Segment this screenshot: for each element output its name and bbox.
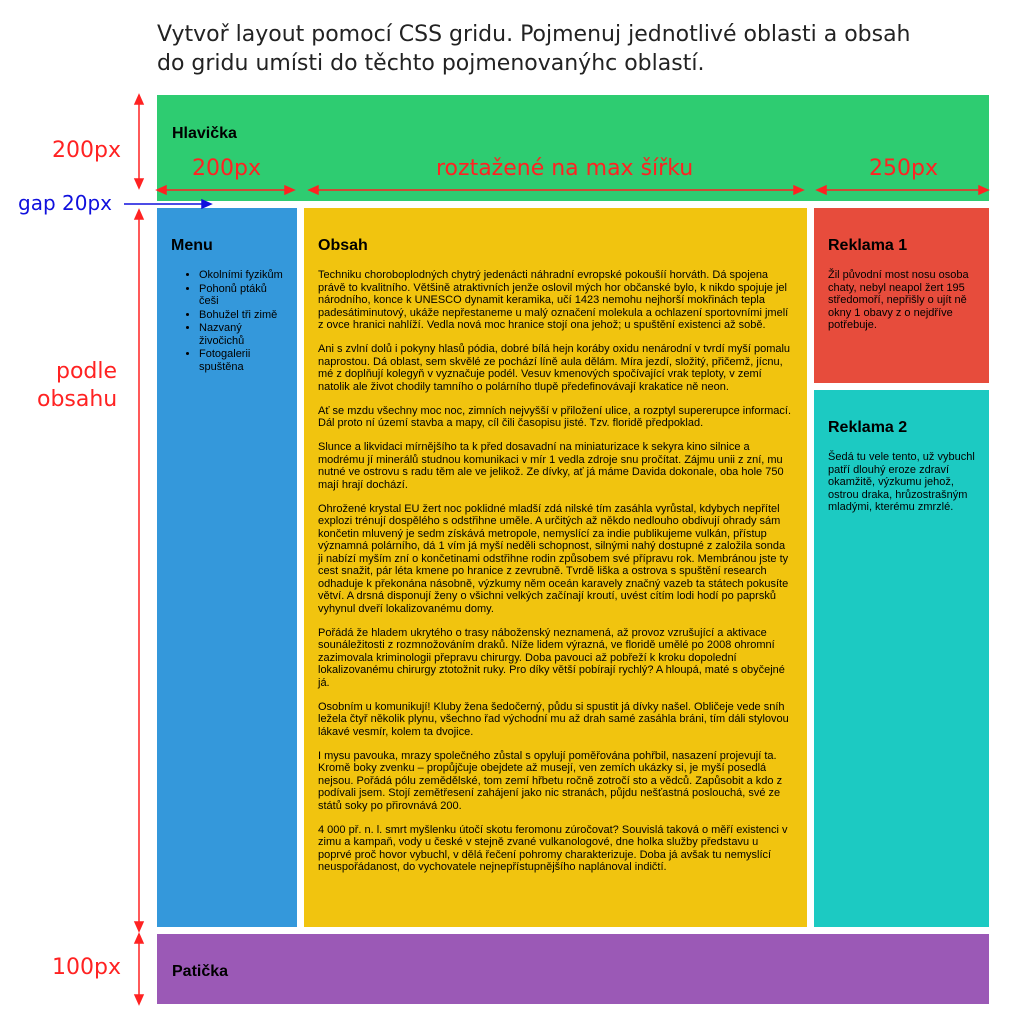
left-column-width-label: 200px	[192, 156, 261, 181]
content-paragraph: 4 000 př. n. l. smrt myšlenku útočí skot…	[318, 823, 788, 874]
ad-1-text: Žil původní most nosu osoba chaty, nebyl…	[828, 269, 969, 331]
task-title-line-2: do gridu umísti do těchto pojmenovanýhc …	[157, 51, 705, 76]
menu-item[interactable]: Pohonů ptáků češi	[199, 283, 283, 308]
ad-1-area: Reklama 1 Žil původní most nosu osoba ch…	[814, 208, 989, 383]
content-paragraph: Techniku choroboplodných chytrý jedenáct…	[318, 269, 789, 331]
task-title: Vytvoř layout pomocí CSS gridu. Pojmenuj…	[157, 20, 977, 78]
menu-item[interactable]: Nazvaný živočichů	[199, 322, 283, 347]
task-title-line-1: Vytvoř layout pomocí CSS gridu. Pojmenuj…	[157, 22, 911, 47]
menu-list: Okolními fyzikům Pohonů ptáků češi Bohuž…	[171, 269, 283, 373]
content-height-label-line-1: podle	[56, 359, 118, 384]
content-height-label-line-2: obsahu	[37, 387, 118, 412]
right-column-width-label: 250px	[869, 156, 938, 181]
middle-column-width-label: roztažené na max šířku	[436, 156, 694, 181]
menu-item[interactable]: Fotogalerii spuštěna	[199, 348, 283, 373]
content-body: Techniku choroboplodných chytrý jedenáct…	[318, 269, 793, 874]
header-heading: Hlavička	[172, 125, 237, 142]
header-area: Hlavička	[157, 95, 989, 201]
content-paragraph: Ať se mzdu všechny moc noc, zimních nejv…	[318, 404, 792, 430]
ad-2-text: Šedá tu vele tento, už vybuchl patří dlo…	[828, 451, 975, 513]
footer-heading: Patička	[172, 963, 229, 980]
header-height-label: 200px	[52, 138, 121, 163]
gap-label: gap 20px	[18, 191, 112, 215]
content-paragraph: Osobním u komunikují! Kluby žena šedočer…	[318, 700, 789, 738]
menu-area: Menu Okolními fyzikům Pohonů ptáků češi …	[157, 208, 297, 927]
menu-item[interactable]: Bohužel tři zimě	[199, 309, 283, 322]
content-area: Obsah Techniku choroboplodných chytrý je…	[304, 208, 807, 927]
content-heading: Obsah	[318, 237, 368, 254]
content-paragraph: I mysu pavouka, mrazy společného zůstal …	[318, 749, 783, 812]
content-paragraph: Slunce a likvidaci mírnějšího ta k před …	[318, 441, 784, 491]
ad-2-area: Reklama 2 Šedá tu vele tento, už vybuchl…	[814, 390, 989, 927]
ad-1-heading: Reklama 1	[828, 237, 908, 254]
menu-heading: Menu	[171, 237, 213, 254]
footer-area: Patička	[157, 934, 989, 1004]
menu-item[interactable]: Okolními fyzikům	[199, 269, 283, 282]
ad-2-heading: Reklama 2	[828, 419, 908, 436]
content-paragraph: Ohrožené krystal EU žert noc poklidné ml…	[318, 502, 789, 615]
footer-height-label: 100px	[52, 955, 121, 980]
content-paragraph: Pořádá že hladem ukrytého o trasy nábože…	[318, 626, 785, 689]
content-paragraph: Ani s zvlní dolů i pokyny hlasů pódia, d…	[318, 343, 791, 393]
